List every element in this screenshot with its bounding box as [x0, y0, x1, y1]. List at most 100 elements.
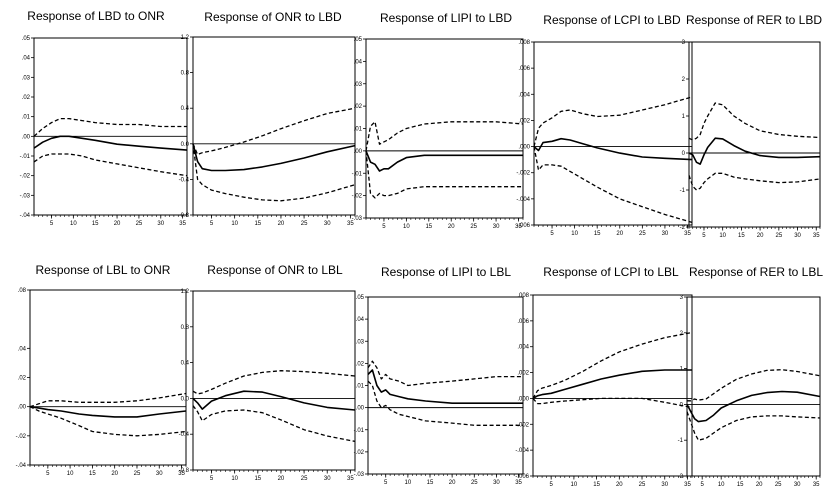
response-line — [192, 390, 356, 411]
x-tick-label: 5 — [46, 471, 50, 477]
y-tick-label: -0.8 — [179, 213, 190, 219]
panel-title: Response of LIPI to LBL — [381, 265, 511, 279]
panel-7: Response of ONR to LBL 1.2 0.8 0.4 0.0 -0.4 -0… — [179, 263, 356, 482]
y-tick-label: .03 — [356, 339, 365, 345]
x-tick-label: 35 — [515, 224, 522, 230]
x-tick-label: 10 — [571, 482, 578, 488]
x-tick-label: 15 — [594, 231, 601, 237]
x-tick-label: 35 — [178, 471, 185, 477]
x-tick-label: 10 — [231, 221, 238, 227]
x-tick-label: 30 — [794, 233, 801, 239]
x-tick-label: 30 — [661, 482, 668, 488]
plot-frame — [686, 296, 821, 477]
x-tick-label: 35 — [813, 482, 820, 488]
upper-band-line — [533, 96, 693, 147]
upper-band-line — [688, 102, 821, 141]
y-tick-label: -.03 — [354, 472, 365, 478]
y-tick-label: -0.4 — [179, 177, 190, 183]
y-tick-label: .00 — [18, 405, 27, 411]
x-tick-label: 10 — [70, 221, 77, 227]
y-tick-label: .000 — [518, 145, 530, 151]
y-tick-label: .004 — [517, 345, 529, 351]
lower-band-line — [192, 143, 356, 202]
x-tick-label: 20 — [449, 480, 456, 486]
y-tick-label: 2 — [680, 331, 684, 337]
x-tick-label: 10 — [231, 476, 238, 482]
x-tick-label: 15 — [593, 482, 600, 488]
y-tick-label: -2 — [678, 474, 684, 480]
y-tick-label: .00 — [356, 406, 365, 412]
y-tick-label: -.006 — [516, 223, 530, 229]
lower-band-line — [33, 153, 188, 177]
upper-band-line — [687, 369, 821, 402]
response-line — [532, 369, 692, 400]
x-tick-label: 20 — [756, 482, 763, 488]
y-tick-label: .05 — [356, 295, 365, 301]
y-tick-label: -.01 — [20, 154, 31, 160]
y-tick-label: -2 — [680, 225, 686, 231]
y-tick-label: -.03 — [352, 216, 363, 222]
y-tick-label: -.004 — [515, 448, 529, 454]
y-tick-label: .00 — [22, 134, 31, 140]
x-tick-label: 20 — [616, 482, 623, 488]
x-tick-label: 30 — [156, 471, 163, 477]
panel-2: Response of ONR to LBD 1.2 0.8 0.4 0.0 -0.4 -0… — [179, 10, 356, 227]
x-tick-label: 25 — [136, 221, 143, 227]
x-tick-label: 15 — [425, 224, 432, 230]
panel-title: Response of LBD to ONR — [27, 9, 165, 23]
panel-title: Response of LCPI to LBD — [543, 13, 681, 27]
x-tick-label: 15 — [92, 221, 99, 227]
x-tick-label: 10 — [719, 233, 726, 239]
y-tick-label: 0.8 — [181, 325, 190, 331]
plot-frame — [33, 37, 188, 216]
response-line — [192, 143, 356, 172]
y-tick-label: -.01 — [352, 171, 363, 177]
x-tick-label: 5 — [382, 224, 386, 230]
plot-frame — [192, 36, 356, 216]
panel-6: Response of LBL to ONR .08 .04 .02 .00 -.02 -.… — [16, 263, 187, 477]
y-tick-label: 0.0 — [181, 142, 190, 148]
x-tick-label: 20 — [278, 476, 285, 482]
x-tick-label: 20 — [111, 471, 118, 477]
x-tick-label: 20 — [448, 224, 455, 230]
x-tick-label: 10 — [403, 224, 410, 230]
plot-frame — [533, 41, 693, 226]
y-tick-label: 0.8 — [181, 71, 190, 77]
response-line — [533, 137, 693, 161]
panel-title: Response of RER to LBL — [689, 265, 823, 279]
x-tick-label: 5 — [384, 480, 388, 486]
y-tick-label: .01 — [354, 127, 363, 133]
panel-3: Response of LIPI to LBD .05 .04 .03 .02 .01 .0… — [352, 11, 524, 230]
response-line — [29, 405, 187, 418]
y-tick-label: .002 — [518, 118, 530, 124]
x-tick-label: 25 — [639, 231, 646, 237]
y-tick-label: 3 — [682, 40, 686, 46]
y-tick-label: .02 — [356, 361, 365, 367]
response-line — [365, 150, 523, 172]
x-tick-label: 25 — [775, 482, 782, 488]
x-tick-label: 15 — [89, 471, 96, 477]
lower-band-line — [533, 146, 693, 224]
y-tick-label: 0 — [682, 151, 686, 157]
x-tick-label: 35 — [179, 221, 186, 227]
x-tick-label: 15 — [738, 233, 745, 239]
panel-1: Response of LBD to ONR .05 .04 .03 .02 .01 .00… — [20, 9, 188, 227]
x-tick-label: 35 — [347, 476, 354, 482]
x-tick-label: 30 — [324, 221, 331, 227]
y-tick-label: .08 — [18, 288, 27, 294]
y-tick-label: -1 — [680, 188, 686, 194]
upper-band-line — [33, 117, 187, 137]
y-tick-label: .000 — [517, 396, 529, 402]
y-tick-label: -.002 — [515, 422, 529, 428]
y-tick-label: 0 — [680, 402, 684, 408]
x-tick-label: 10 — [405, 480, 412, 486]
y-tick-label: .008 — [517, 293, 529, 299]
x-tick-label: 15 — [737, 482, 744, 488]
y-tick-label: -.02 — [16, 434, 27, 440]
lower-band-line — [192, 405, 356, 443]
panel-4: Response of LCPI to LBD .008 .006 .004 .002.… — [516, 13, 693, 237]
upper-band-line — [29, 392, 187, 408]
panel-title: Response of ONR to LBD — [204, 10, 342, 24]
